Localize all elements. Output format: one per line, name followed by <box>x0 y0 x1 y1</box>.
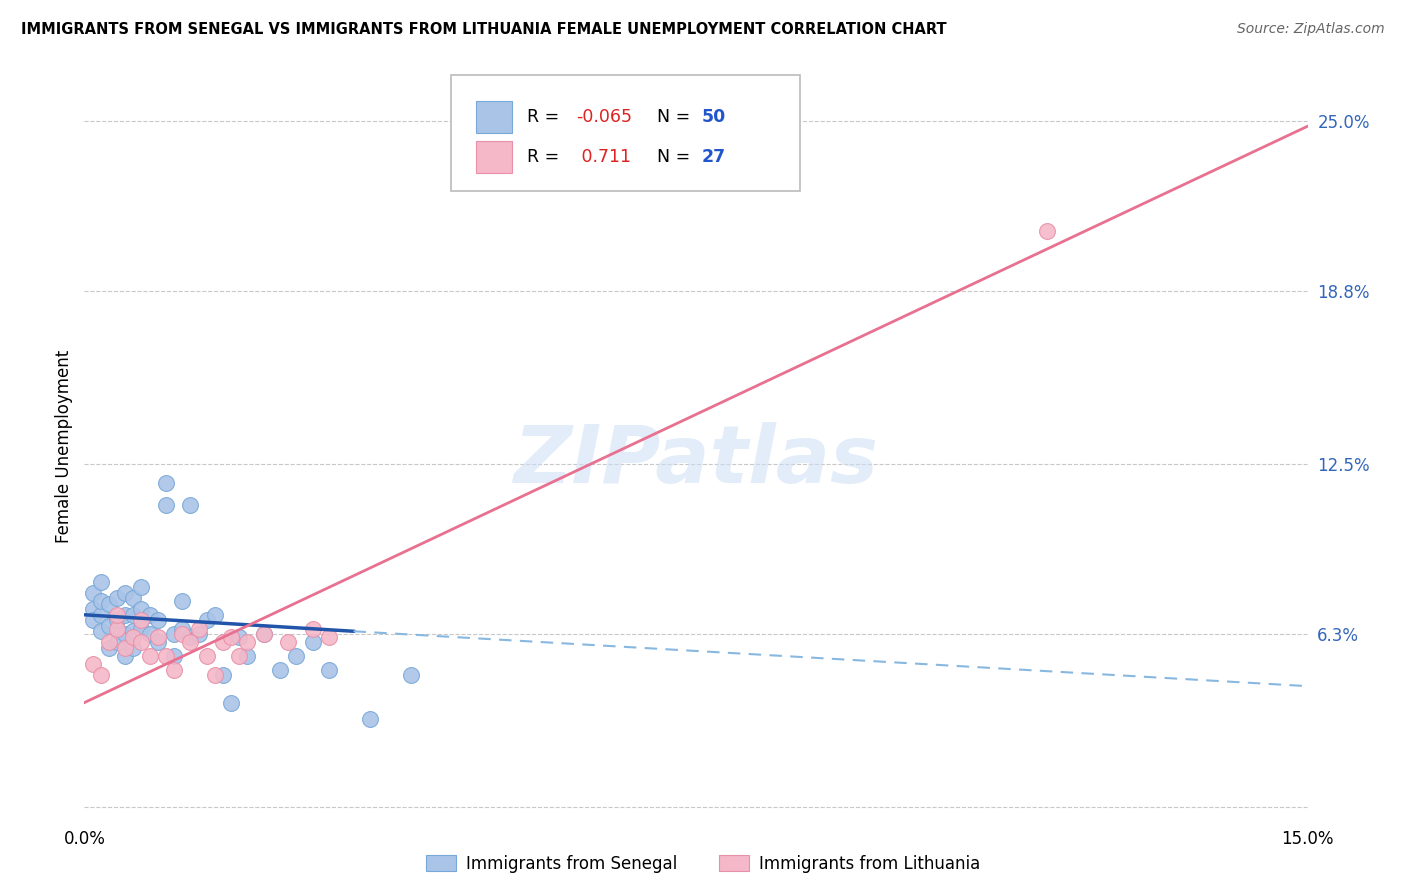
Text: 0.711: 0.711 <box>576 148 631 166</box>
Point <box>399 668 422 682</box>
Point <box>114 640 136 655</box>
Point <box>138 648 160 663</box>
Point <box>97 597 120 611</box>
Point <box>90 594 112 608</box>
Point <box>131 622 153 636</box>
Point <box>90 574 112 589</box>
Point <box>146 613 169 627</box>
Point <box>318 663 340 677</box>
Text: -0.065: -0.065 <box>576 108 633 126</box>
Point <box>114 627 136 641</box>
Point <box>97 635 120 649</box>
Point <box>122 607 145 622</box>
Point <box>90 624 112 639</box>
Point <box>97 640 120 655</box>
Text: Source: ZipAtlas.com: Source: ZipAtlas.com <box>1237 22 1385 37</box>
Text: 27: 27 <box>702 148 727 166</box>
Point <box>82 586 104 600</box>
Point <box>90 607 112 622</box>
Point <box>285 648 308 663</box>
FancyBboxPatch shape <box>451 75 800 191</box>
Point <box>138 627 160 641</box>
Point <box>195 648 218 663</box>
Point <box>114 607 136 622</box>
Point <box>122 640 145 655</box>
Point <box>212 668 235 682</box>
Legend: Immigrants from Senegal, Immigrants from Lithuania: Immigrants from Senegal, Immigrants from… <box>419 848 987 880</box>
Point <box>122 630 145 644</box>
Point <box>1035 223 1057 237</box>
Point <box>195 613 218 627</box>
Point <box>131 635 153 649</box>
Point <box>155 476 177 491</box>
Point <box>301 635 323 649</box>
Point <box>97 619 120 633</box>
Text: ZIPatlas: ZIPatlas <box>513 422 879 500</box>
Text: 50: 50 <box>702 108 727 126</box>
Point <box>82 613 104 627</box>
Point <box>172 627 194 641</box>
Text: R =: R = <box>527 108 565 126</box>
Point <box>228 648 250 663</box>
Point <box>212 635 235 649</box>
Point <box>122 624 145 639</box>
Point <box>114 648 136 663</box>
Point <box>301 622 323 636</box>
Point <box>105 622 128 636</box>
Point <box>219 630 242 644</box>
Point <box>253 627 276 641</box>
Point <box>82 602 104 616</box>
Point <box>131 613 153 627</box>
Point <box>146 630 169 644</box>
Point <box>236 635 259 649</box>
Point <box>105 591 128 606</box>
Point <box>146 635 169 649</box>
Bar <box>475 101 513 133</box>
Bar <box>475 141 513 173</box>
Point <box>155 648 177 663</box>
Point <box>163 627 186 641</box>
Point <box>179 630 201 644</box>
Text: R =: R = <box>527 148 565 166</box>
Point <box>269 663 291 677</box>
Point <box>82 657 104 672</box>
Point <box>131 602 153 616</box>
Point <box>277 635 299 649</box>
Point <box>172 594 194 608</box>
Point <box>253 627 276 641</box>
Point <box>219 696 242 710</box>
Point <box>105 613 128 627</box>
Point <box>114 586 136 600</box>
Point <box>359 712 381 726</box>
Point <box>172 622 194 636</box>
Text: IMMIGRANTS FROM SENEGAL VS IMMIGRANTS FROM LITHUANIA FEMALE UNEMPLOYMENT CORRELA: IMMIGRANTS FROM SENEGAL VS IMMIGRANTS FR… <box>21 22 946 37</box>
Point <box>138 607 160 622</box>
Point <box>236 648 259 663</box>
Text: N =: N = <box>657 148 696 166</box>
Point <box>155 498 177 512</box>
Point <box>179 635 201 649</box>
Point <box>187 627 209 641</box>
Point <box>228 630 250 644</box>
Text: N =: N = <box>657 108 696 126</box>
Point <box>163 663 186 677</box>
Point <box>90 668 112 682</box>
Point <box>105 635 128 649</box>
Point <box>163 648 186 663</box>
Point <box>204 668 226 682</box>
Point <box>122 591 145 606</box>
Y-axis label: Female Unemployment: Female Unemployment <box>55 350 73 542</box>
Point <box>318 630 340 644</box>
Point <box>105 607 128 622</box>
Point <box>204 607 226 622</box>
Point <box>187 622 209 636</box>
Point <box>131 580 153 594</box>
Point <box>179 498 201 512</box>
